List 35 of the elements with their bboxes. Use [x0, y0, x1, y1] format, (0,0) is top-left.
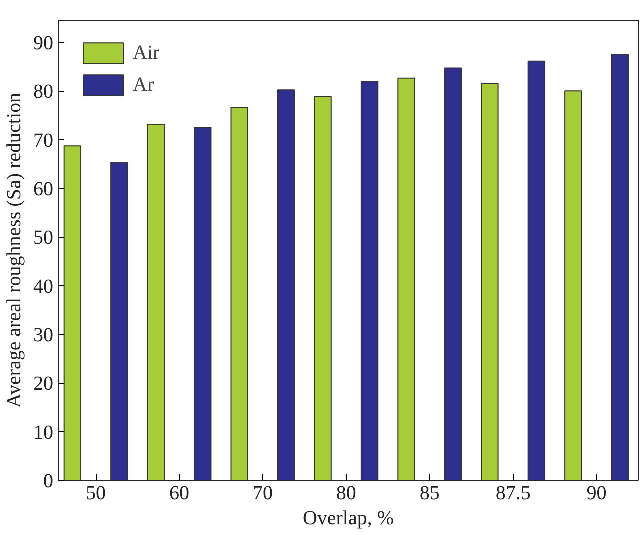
bar — [230, 107, 248, 480]
y-tick-label: 60 — [34, 178, 54, 200]
y-tick-label: 30 — [34, 324, 54, 346]
y-tick-label: 10 — [34, 422, 54, 444]
y-tick-label: 70 — [34, 130, 54, 152]
x-tick-label: 50 — [86, 482, 106, 504]
bar — [360, 81, 379, 480]
bar — [611, 54, 629, 480]
bar — [110, 162, 128, 480]
y-tick-label: 20 — [34, 373, 54, 396]
y-tick-label: 50 — [34, 227, 54, 250]
bar — [481, 83, 499, 480]
bar — [194, 127, 212, 480]
x-tick-label: 90 — [586, 482, 607, 504]
x-tick-label: 60 — [170, 482, 190, 504]
bar — [528, 60, 546, 480]
legend-label: Air — [133, 42, 160, 64]
x-tick-label: 85 — [420, 482, 440, 504]
bar — [398, 78, 416, 480]
legend-label: Ar — [133, 74, 154, 96]
y-tick-label: 0 — [44, 470, 54, 492]
x-tick-label: 80 — [336, 482, 356, 504]
bar — [64, 146, 82, 480]
x-tick-label: 70 — [252, 482, 273, 504]
bar — [314, 96, 332, 480]
y-axis-title: Average areal roughness (Sa) reduction — [4, 92, 26, 408]
bar — [277, 90, 296, 480]
y-tick-label: 40 — [34, 276, 54, 298]
bar — [444, 68, 462, 480]
x-axis-title: Overlap, % — [302, 508, 394, 530]
y-tick-label: 80 — [34, 81, 54, 104]
bar — [147, 124, 165, 480]
y-tick-label: 90 — [34, 32, 54, 54]
x-tick-label: 87.5 — [496, 482, 531, 504]
bar — [564, 90, 582, 480]
